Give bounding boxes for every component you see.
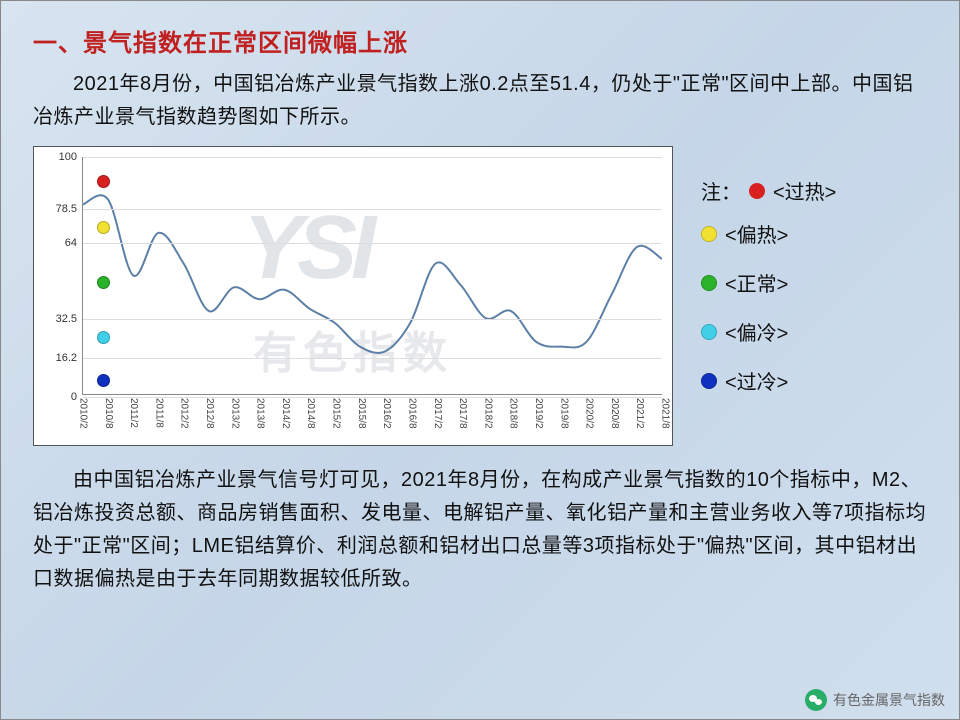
legend-dot-cool-icon (701, 324, 717, 340)
zone-marker-icon (97, 175, 110, 188)
intro-paragraph: 2021年8月份，中国铝冶炼产业景气指数上涨0.2点至51.4，仍处于"正常"区… (33, 68, 927, 134)
wechat-account-name: 有色金属景气指数 (833, 690, 945, 710)
zone-marker-icon (97, 276, 110, 289)
y-axis-tick: 32.5 (56, 313, 83, 325)
legend-dot-cold-icon (701, 373, 717, 389)
x-axis-tick: 2018/2 (482, 394, 493, 429)
zone-marker-icon (97, 331, 110, 344)
x-axis-tick: 2014/2 (280, 394, 291, 429)
x-axis-tick: 2010/8 (103, 394, 114, 429)
x-axis-tick: 2021/8 (660, 394, 671, 429)
legend-label: <偏热> (725, 219, 788, 248)
index-line (83, 195, 662, 353)
legend-dot-overheat-icon (749, 183, 765, 199)
wechat-attribution: 有色金属景气指数 (805, 689, 945, 711)
legend-dot-warm-icon (701, 226, 717, 242)
x-axis-tick: 2013/2 (229, 394, 240, 429)
y-axis-tick: 64 (65, 237, 83, 249)
x-axis-tick: 2019/2 (533, 394, 544, 429)
x-axis-tick: 2017/2 (432, 394, 443, 429)
chart-row: YSI 有色指数 016.232.56478.51002010/22010/82… (33, 146, 927, 446)
section-title: 一、景气指数在正常区间微幅上涨 (33, 23, 927, 58)
legend-item: <偏热> (701, 219, 836, 248)
index-trend-chart: YSI 有色指数 016.232.56478.51002010/22010/82… (33, 146, 673, 446)
x-axis-tick: 2016/2 (381, 394, 392, 429)
y-axis-tick: 78.5 (56, 203, 83, 215)
x-axis-tick: 2012/8 (204, 394, 215, 429)
legend-item: <过冷> (701, 366, 836, 395)
legend-label: <偏冷> (725, 317, 788, 346)
x-axis-tick: 2015/8 (356, 394, 367, 429)
wechat-icon (805, 689, 827, 711)
x-axis-tick: 2019/8 (558, 394, 569, 429)
x-axis-tick: 2014/8 (305, 394, 316, 429)
x-axis-tick: 2017/8 (457, 394, 468, 429)
x-axis-tick: 2018/8 (508, 394, 519, 429)
x-axis-tick: 2012/2 (179, 394, 190, 429)
legend-label: <过冷> (725, 366, 788, 395)
body-paragraph: 由中国铝冶炼产业景气信号灯可见，2021年8月份，在构成产业景气指数的10个指标… (33, 464, 927, 596)
x-axis-tick: 2013/8 (255, 394, 266, 429)
x-axis-tick: 2020/2 (584, 394, 595, 429)
y-axis-tick: 16.2 (56, 352, 83, 364)
legend-label: <过热> (773, 176, 836, 205)
legend-label: <正常> (725, 268, 788, 297)
x-axis-tick: 2016/8 (406, 394, 417, 429)
chart-legend: 注： <过热> <偏热> <正常> <偏冷> <过冷> (701, 146, 836, 415)
zone-marker-icon (97, 221, 110, 234)
legend-dot-normal-icon (701, 275, 717, 291)
x-axis-tick: 2011/8 (153, 394, 164, 428)
legend-item: <偏冷> (701, 317, 836, 346)
y-axis-tick: 100 (59, 151, 83, 163)
x-axis-tick: 2015/2 (331, 394, 342, 429)
x-axis-tick: 2021/2 (634, 394, 645, 429)
legend-title: 注： (701, 176, 741, 205)
x-axis-tick: 2020/8 (609, 394, 620, 429)
x-axis-tick: 2010/2 (78, 394, 89, 429)
x-axis-tick: 2011/2 (128, 394, 139, 428)
legend-item: <正常> (701, 268, 836, 297)
